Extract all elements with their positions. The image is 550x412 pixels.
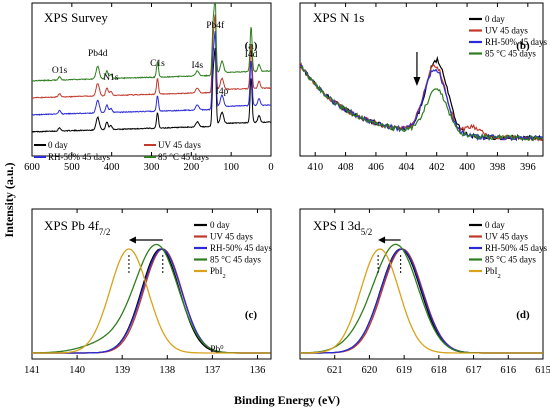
peak-label: C1s — [150, 59, 165, 69]
metal-lead-annotation: Pb0 — [210, 344, 223, 356]
panel-title-subscript: 7/2 — [99, 227, 111, 237]
peak-label: N1s — [103, 73, 119, 83]
series-line-2 — [300, 64, 543, 142]
series-line-4 — [300, 248, 543, 354]
x-tick-label: 400 — [104, 162, 120, 173]
curves — [300, 55, 543, 142]
x-tick-label: 300 — [144, 162, 160, 173]
x-tick-label: 620 — [362, 365, 378, 376]
x-tick-label: 600 — [24, 162, 40, 173]
x-tick-label: 615 — [535, 365, 550, 376]
x-tick-label: 619 — [396, 365, 412, 376]
legend-subscript: 2 — [223, 273, 226, 280]
series-line-0 — [300, 55, 543, 142]
x-tick-label: 621 — [327, 365, 343, 376]
plot-frame — [31, 208, 272, 360]
x-tick-label: 500 — [64, 162, 80, 173]
x-tick-label: 618 — [431, 365, 447, 376]
panel-b: 410 408 406 404 402 400 398 396 XPS N 1s (b) 0 day… — [299, 2, 547, 173]
legend-label: PbI2 — [485, 266, 501, 280]
panel-letter: (c) — [245, 309, 258, 321]
curves — [32, 243, 271, 354]
legend-label: 0 day — [48, 140, 68, 150]
series-line-0 — [32, 47, 271, 133]
legend-label: UV 45 days — [485, 26, 528, 36]
legend-label: 85 °C 45 days — [485, 255, 536, 265]
legend-label: UV 45 days — [158, 140, 201, 150]
legend-label: 0 day — [210, 220, 230, 230]
x-tick-label: 141 — [24, 365, 40, 376]
series-line-1 — [32, 14, 271, 99]
panel-title: XPS N 1s — [313, 10, 364, 25]
x-tick-label: 396 — [520, 162, 536, 173]
panel-title: XPS I 3d5/2 — [313, 218, 372, 237]
peak-label: I4p — [216, 87, 229, 97]
legend-label: UV 45 days — [210, 232, 253, 242]
legend-label: 0 day — [485, 14, 505, 24]
y-axis-title: Intensity (a.u.) — [2, 162, 16, 237]
series-line-3 — [300, 66, 543, 142]
legend-label: UV 45 days — [485, 232, 528, 242]
x-tick-label: 402 — [429, 162, 445, 173]
shift-arrowhead — [378, 236, 386, 244]
x-tick-label: 0 — [268, 162, 273, 173]
peak-label: I4s — [191, 61, 203, 71]
x-tick-label: 398 — [490, 162, 506, 173]
panel-letter: (d) — [516, 309, 530, 321]
peak-label: Pb4f — [206, 20, 225, 31]
peak-label: O1s — [52, 66, 68, 76]
x-tick-label: 140 — [69, 365, 85, 376]
legend-label: RH-50% 45 days — [48, 152, 110, 162]
panel-letter: (b) — [516, 40, 530, 52]
plot-frame — [299, 208, 544, 360]
x-tick-label: 617 — [466, 365, 482, 376]
x-tick-label: 136 — [250, 365, 266, 376]
legend-label: 85 °C 45 days — [158, 152, 209, 162]
peak-label: I4d — [245, 50, 258, 60]
x-tick-label: 139 — [114, 365, 130, 376]
curves — [32, 3, 271, 133]
legend-label: 0 day — [485, 220, 505, 230]
series-line-2 — [300, 248, 543, 354]
x-axis-title: Binding Energy (eV) — [234, 393, 340, 407]
legend-label: PbI2 — [210, 266, 226, 280]
x-tick-label: 410 — [307, 162, 323, 173]
x-tick-label: 406 — [368, 162, 384, 173]
series-line-2 — [32, 31, 271, 116]
panel-title: XPS Survey — [44, 10, 108, 25]
series-line-1 — [300, 248, 543, 354]
x-tick-label: 100 — [223, 162, 239, 173]
panel-d: 621 620 619 618 617 616 615 XPS I 3d5/2 (d) 0 day… — [299, 208, 550, 376]
x-tick-label: 408 — [338, 162, 354, 173]
legend-label: RH-50% 45 days — [485, 37, 547, 47]
x-tick-label: 137 — [205, 365, 221, 376]
x-tick-label: 404 — [398, 162, 415, 173]
shift-arrowhead — [413, 77, 421, 86]
x-tick-label: 616 — [500, 365, 516, 376]
plot-frame — [299, 2, 544, 157]
legend-label: 85 °C 45 days — [210, 255, 261, 265]
legend-label: RH-50% 45 days — [210, 243, 272, 253]
x-tick-label: 200 — [183, 162, 199, 173]
annotation-superscript: 0 — [220, 344, 223, 351]
legend-label: 85 °C 45 days — [485, 49, 536, 59]
curves — [300, 243, 543, 354]
shift-arrowhead — [128, 236, 136, 244]
x-tick-label: 138 — [159, 365, 175, 376]
panel-title-subscript: 5/2 — [361, 227, 373, 237]
panel-title: XPS Pb 4f7/2 — [44, 218, 110, 237]
legend-label: RH-50% 45 days — [485, 243, 547, 253]
legend-subscript: 2 — [498, 273, 501, 280]
series-line-4 — [32, 248, 271, 354]
peak-label: Pb4d — [88, 49, 108, 59]
series-line-3 — [32, 3, 271, 82]
x-tick-label: 400 — [459, 162, 475, 173]
series-line-0 — [300, 248, 543, 354]
panel-c: 141 140 139 138 137 136 XPS Pb 4f7/2 (c) Pb0 0 da… — [24, 208, 272, 376]
